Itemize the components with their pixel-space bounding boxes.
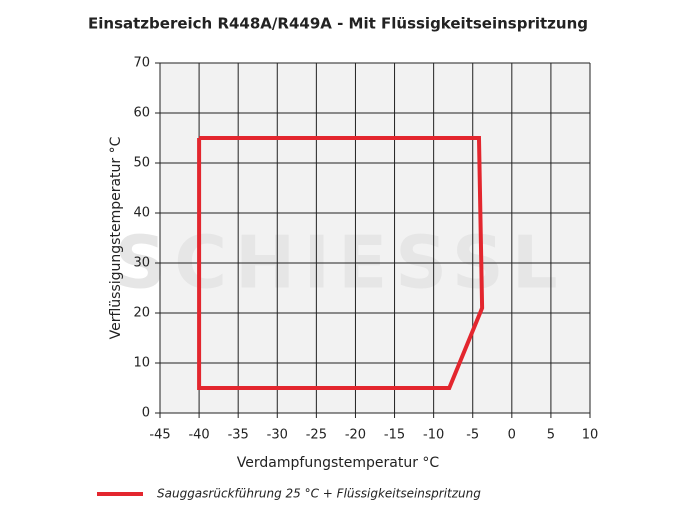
x-tick-label: -10 — [423, 428, 444, 443]
x-tick-label: -35 — [228, 428, 249, 443]
x-axis-label: Verdampfungstemperatur °C — [237, 455, 440, 471]
legend-label: Sauggasrückführung 25 °C + Flüssigkeitse… — [157, 487, 481, 501]
x-tick-label: 10 — [582, 428, 599, 443]
y-tick-label: 50 — [133, 156, 150, 171]
y-tick-label: 30 — [133, 256, 150, 271]
chart-title: Einsatzbereich R448A/R449A - Mit Flüssig… — [88, 15, 588, 33]
y-tick-label: 70 — [133, 56, 150, 71]
plot-area — [160, 63, 590, 413]
y-tick-label: 0 — [142, 406, 150, 421]
data-line — [197, 136, 485, 390]
x-tick-label: -40 — [188, 428, 209, 443]
x-tick-label: -5 — [466, 428, 479, 443]
x-tick-label: -15 — [384, 428, 405, 443]
y-tick-label: 20 — [133, 306, 150, 321]
x-tick-label: -45 — [149, 428, 170, 443]
x-tick-label: -30 — [267, 428, 288, 443]
x-tick-label: 5 — [547, 428, 555, 443]
y-tick-label: 10 — [133, 356, 150, 371]
y-tick-label: 60 — [133, 106, 150, 121]
x-tick-label: -20 — [345, 428, 366, 443]
y-tick-label: 40 — [133, 206, 150, 221]
x-tick-label: 0 — [508, 428, 516, 443]
y-axis-label: Verflüssigungstemperatur °C — [108, 136, 124, 339]
x-tick-label: -25 — [306, 428, 327, 443]
